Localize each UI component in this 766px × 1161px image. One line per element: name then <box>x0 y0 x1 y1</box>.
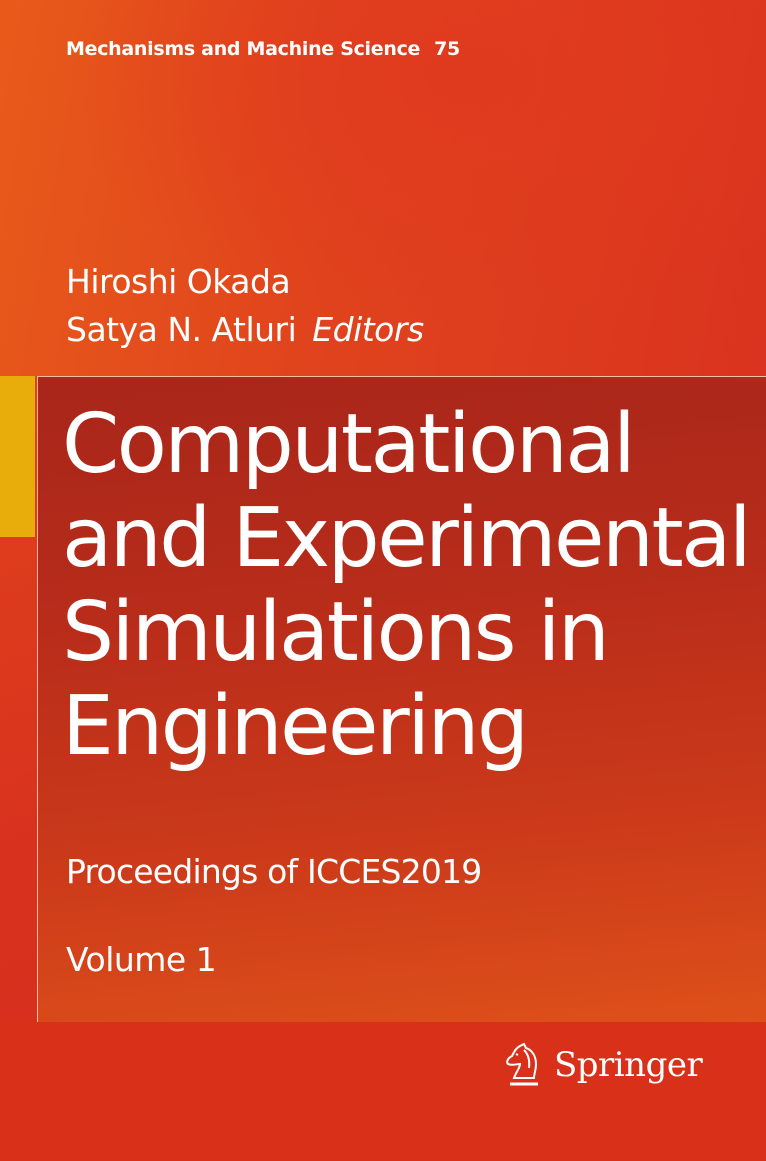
title-line: and Experimental <box>62 491 752 586</box>
publisher-name: Springer <box>554 1045 703 1085</box>
book-title: Computational and Experimental Simulatio… <box>62 398 762 774</box>
series-number: 75 <box>434 38 460 60</box>
title-line: Simulations in <box>62 585 610 680</box>
editor-name: Satya N. Atluri <box>66 310 297 349</box>
editor-name: Hiroshi Okada <box>66 262 291 301</box>
springer-horse-icon <box>506 1042 538 1086</box>
series-title: Mechanisms and Machine Science 75 <box>66 38 460 60</box>
series-name: Mechanisms and Machine Science <box>66 38 421 60</box>
title-line: Computational <box>62 397 636 492</box>
volume-label: Volume 1 <box>66 940 217 979</box>
accent-bar <box>0 376 35 537</box>
publisher-logo: Springer <box>502 1042 703 1088</box>
title-line: Engineering <box>62 679 529 774</box>
book-subtitle: Proceedings of ICCES2019 <box>66 852 482 891</box>
editors: Hiroshi Okada Satya N. Atluri Editors <box>66 258 424 354</box>
editors-role: Editors <box>312 310 424 349</box>
cover-bottom-band <box>0 1022 766 1161</box>
title-frame <box>37 376 766 1023</box>
cover-top-band <box>0 0 766 376</box>
